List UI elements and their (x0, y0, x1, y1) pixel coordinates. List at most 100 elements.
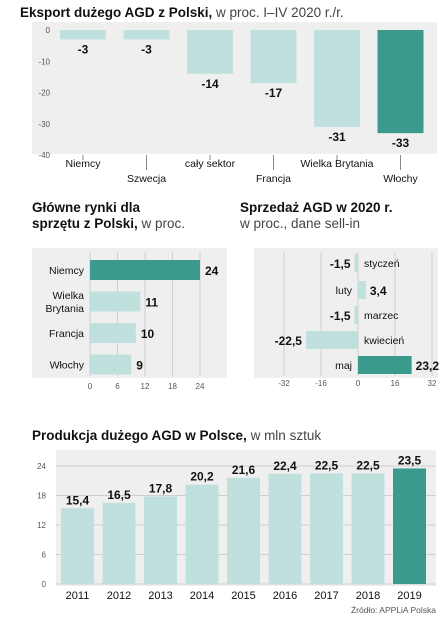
category-label: maj (335, 360, 352, 372)
value-label: 21,6 (232, 463, 256, 477)
category-label: 2014 (190, 590, 214, 602)
bar (354, 306, 358, 324)
y-tick-label: -40 (38, 151, 50, 160)
bar (61, 508, 94, 584)
y-tick-label: 0 (42, 580, 47, 589)
category-label: 2019 (397, 590, 421, 602)
x-tick-label: -16 (315, 379, 327, 388)
export-change-chart: 0 -10 -20 -30 -40 -3 Niemcy -3 Szwecja -14 cały se… (38, 26, 424, 185)
category-label: cały sektor (185, 158, 236, 170)
category-label: 2012 (107, 590, 131, 602)
bar (354, 254, 358, 272)
x-tick-label: 0 (356, 379, 361, 388)
y-tick-label: 24 (37, 462, 46, 471)
chart4-title: Produkcja dużego AGD w Polsce, w mln szt… (32, 428, 321, 444)
bar (351, 473, 385, 584)
category-label: Włochy (383, 173, 418, 185)
bar (60, 30, 106, 40)
bar (90, 354, 132, 375)
chart4-title-light: w mln sztuk (250, 428, 322, 443)
bar (358, 281, 366, 299)
category-label: Szwecja (127, 173, 166, 185)
sales-2020-chart: -32 -16 0 16 32 -1,5 styczeń 3,4 luty -1,5 marzec -… (275, 252, 440, 388)
chart2-title-light: w proc. (141, 216, 186, 231)
bar (305, 331, 358, 349)
chart4-title-bold: Produkcja dużego AGD w Polsce, (32, 428, 247, 443)
value-label: -3 (141, 42, 152, 56)
bar (268, 473, 302, 584)
bar (310, 473, 343, 584)
value-label: 24 (205, 264, 219, 278)
value-label: 17,8 (149, 481, 173, 495)
value-label: -1,5 (330, 257, 351, 271)
value-label: -17 (265, 86, 283, 100)
bar (187, 30, 233, 74)
y-tick-label: -20 (38, 89, 50, 98)
chart1-panel (32, 22, 437, 154)
value-label: -3 (78, 42, 89, 56)
value-label: -33 (392, 136, 410, 150)
category-label: 2018 (356, 590, 380, 602)
x-tick-label: 24 (196, 382, 205, 391)
value-label: -1,5 (330, 309, 351, 323)
bar (314, 30, 360, 127)
category-label: 2017 (314, 590, 338, 602)
category-label: Włochy (50, 360, 85, 372)
category-label: 2013 (148, 590, 172, 602)
source-note: Źródło: APPLiA Polska (350, 605, 436, 615)
chart1-title-bold: Eksport dużego AGD z Polski, (20, 5, 213, 20)
category-label: Wielka (52, 290, 84, 302)
bar (90, 260, 200, 280)
category-label: Francja (256, 173, 291, 185)
category-label: styczeń (364, 258, 400, 270)
value-label: 23,5 (398, 453, 422, 467)
x-tick-label: 0 (88, 382, 93, 391)
y-tick-label: 12 (37, 521, 46, 530)
value-label: 22,5 (315, 458, 339, 472)
y-tick-label: 0 (46, 26, 51, 35)
bar (377, 30, 424, 134)
category-label: 2016 (273, 590, 297, 602)
x-tick-label: 32 (428, 379, 437, 388)
category-label: marzec (364, 310, 398, 322)
chart2-title: Główne rynki dla sprzętu z Polski, w pro… (32, 200, 185, 232)
bar (90, 291, 141, 312)
bar (393, 468, 426, 584)
category-label: kwiecień (364, 335, 404, 347)
chart2-title-line1: Główne rynki dla (32, 200, 141, 215)
y-tick-label: 18 (37, 492, 46, 501)
chart3-title-light: w proc., dane sell-in (240, 216, 361, 231)
value-label: 15,4 (66, 493, 90, 507)
bar (123, 30, 170, 40)
value-label: 22,5 (356, 458, 380, 472)
bar (102, 502, 136, 584)
bar (358, 356, 412, 374)
value-label: 22,4 (273, 459, 297, 473)
value-label: -14 (201, 77, 219, 91)
category-label: luty (336, 285, 353, 297)
value-label: 20,2 (190, 470, 214, 484)
chart3-title-bold: Sprzedaż AGD w 2020 r. (240, 200, 393, 215)
value-label: -22,5 (275, 334, 303, 348)
bar (144, 496, 177, 584)
category-label: Niemcy (49, 265, 85, 277)
y-tick-label: -30 (38, 120, 50, 129)
value-label: -31 (328, 130, 346, 144)
bar (250, 30, 297, 84)
x-tick-label: -32 (278, 379, 290, 388)
production-chart: 0 6 12 18 24 15,4 2011 16,5 2012 17,8 2013 20,2 2014… (37, 453, 436, 602)
x-tick-label: 18 (168, 382, 177, 391)
category-label: 2011 (66, 590, 90, 602)
category-label: Brytania (45, 303, 84, 315)
bar (90, 323, 136, 343)
value-label: 9 (136, 359, 143, 373)
bar (185, 484, 219, 584)
value-label: 16,5 (107, 488, 131, 502)
category-label: Francja (49, 328, 84, 340)
value-label: 11 (145, 296, 158, 310)
value-label: 23,2 (416, 359, 440, 373)
x-tick-label: 6 (115, 382, 120, 391)
x-tick-label: 12 (141, 382, 150, 391)
y-tick-label: 6 (42, 551, 47, 560)
